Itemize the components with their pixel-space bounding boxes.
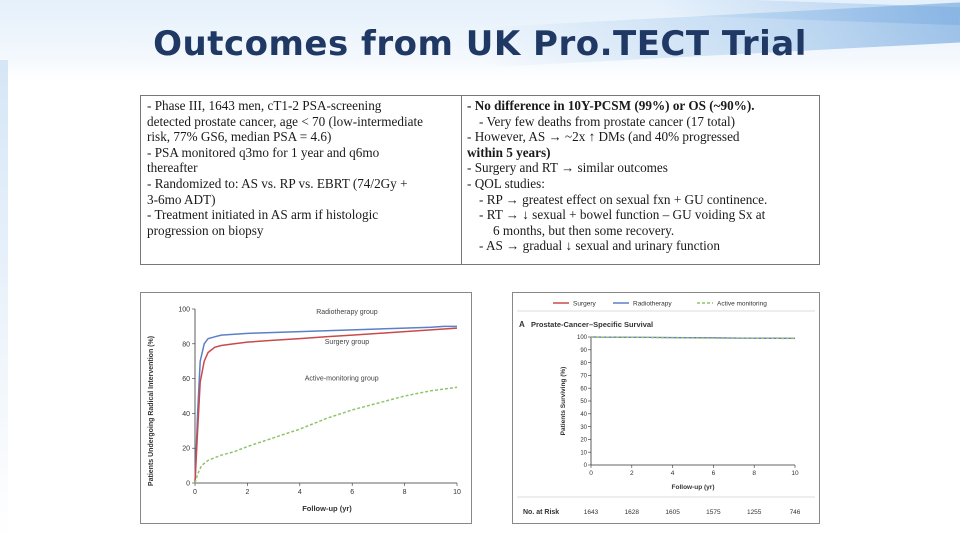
x-tick-label: 8 xyxy=(403,489,407,496)
y-tick-label: 20 xyxy=(182,446,190,453)
legend-label: Surgery xyxy=(573,301,597,308)
x-tick-label: 10 xyxy=(453,489,461,496)
summary-divider xyxy=(461,96,462,264)
y-tick-label: 40 xyxy=(182,411,190,418)
summary-line: - Phase III, 1643 men, cT1-2 PSA-screeni… xyxy=(147,98,382,113)
summary-line: - Surgery and RT → similar outcomes xyxy=(467,160,668,176)
y-tick-label: 80 xyxy=(182,341,190,348)
summary-line: - RP → greatest effect on sexual fxn + G… xyxy=(479,191,768,207)
x-tick-label: 2 xyxy=(245,489,249,496)
x-tick-label: 8 xyxy=(752,470,756,477)
at-risk-value: 1255 xyxy=(747,509,762,516)
panel-label: A xyxy=(519,320,525,329)
at-risk-value: 746 xyxy=(790,509,801,516)
summary-line: - No difference in 10Y-PCSM (99%) or OS … xyxy=(467,98,755,113)
summary-right-column: - No difference in 10Y-PCSM (99%) or OS … xyxy=(467,98,815,254)
y-tick-label: 60 xyxy=(182,376,190,383)
y-tick-label: 70 xyxy=(580,374,587,380)
x-tick-label: 6 xyxy=(350,489,354,496)
y-tick-label: 60 xyxy=(580,386,587,392)
at-risk-value: 1628 xyxy=(625,509,640,516)
summary-line: - PSA monitored q3mo for 1 year and q6mo xyxy=(147,144,380,160)
y-tick-label: 100 xyxy=(178,307,190,314)
y-tick-label: 10 xyxy=(580,450,587,456)
y-tick-label: 0 xyxy=(186,481,190,488)
x-tick-label: 0 xyxy=(193,489,197,496)
summary-line: thereafter xyxy=(147,160,198,176)
survival-chart: Surgery Radiotherapy Active monitoring A P… xyxy=(517,301,815,516)
slide-title: Outcomes from UK Pro.TECT Trial xyxy=(153,24,807,64)
at-risk-value: 1575 xyxy=(706,509,721,516)
summary-line: detected prostate cancer, age < 70 (low-… xyxy=(147,113,424,129)
legend-label: Radiotherapy xyxy=(633,301,672,308)
x-tick-label: 4 xyxy=(298,489,302,496)
left-edge-decoration xyxy=(0,60,8,540)
y-tick-label: 0 xyxy=(584,463,588,469)
series-label: Radiotherapy group xyxy=(316,309,378,316)
summary-line: 6 months, but then some recovery. xyxy=(493,222,675,238)
x-axis-label: Follow-up (yr) xyxy=(672,484,715,491)
summary-line: - Very few deaths from prostate cancer (… xyxy=(479,113,736,129)
intervention-chart: 0 20 40 60 80 100 0 2 4 6 8 10 Radiotherapy group Su… xyxy=(148,307,461,514)
x-tick-label: 2 xyxy=(630,470,634,477)
x-tick-label: 10 xyxy=(791,470,799,477)
y-axis-label: Patients Surviving (%) xyxy=(560,367,567,436)
y-tick-label: 90 xyxy=(580,348,587,354)
at-risk-label: No. at Risk xyxy=(523,509,559,516)
y-tick-label: 80 xyxy=(580,361,587,367)
at-risk-value: 1643 xyxy=(584,509,599,516)
y-tick-label: 100 xyxy=(577,335,588,341)
legend-label: Active monitoring xyxy=(717,301,767,308)
summary-line: - RT → ↓ sexual + bowel function – GU vo… xyxy=(479,207,766,223)
x-axis-label: Follow-up (yr) xyxy=(302,504,352,513)
summary-line: - Randomized to: AS vs. RP vs. EBRT (74/… xyxy=(147,175,408,191)
y-tick-label: 40 xyxy=(580,412,587,418)
series-line xyxy=(194,325,457,484)
x-tick-label: 4 xyxy=(671,470,675,477)
y-axis-label: Patients Undergoing Radical Intervention… xyxy=(148,336,155,486)
summary-line: within 5 years) xyxy=(467,144,551,160)
summary-line: - Treatment initiated in AS arm if histo… xyxy=(147,207,379,223)
chart-title: Prostate-Cancer–Specific Survival xyxy=(531,320,653,329)
y-tick-label: 20 xyxy=(580,438,587,444)
series-line xyxy=(194,386,458,484)
summary-line: progression on biopsy xyxy=(147,222,264,238)
y-tick-label: 30 xyxy=(580,425,587,431)
x-tick-label: 6 xyxy=(712,470,716,477)
y-tick-label: 50 xyxy=(580,399,587,405)
intervention-chart-box: 0 20 40 60 80 100 0 2 4 6 8 10 Radiotherapy group Su… xyxy=(140,292,472,524)
summary-line: - However, AS → ~2x ↑ DMs (and 40% progr… xyxy=(467,129,740,145)
summary-table: - Phase III, 1643 men, cT1-2 PSA-screeni… xyxy=(140,95,820,265)
survival-chart-box: Surgery Radiotherapy Active monitoring A P… xyxy=(512,292,820,524)
series-label: Active-monitoring group xyxy=(305,375,379,382)
summary-line: risk, 77% GS6, median PSA = 4.6) xyxy=(147,129,332,145)
summary-line: - QOL studies: xyxy=(467,175,545,191)
summary-left-column: - Phase III, 1643 men, cT1-2 PSA-screeni… xyxy=(147,98,457,238)
summary-line: 3-6mo ADT) xyxy=(147,191,216,207)
series-label: Surgery group xyxy=(325,339,369,346)
series-line xyxy=(590,336,796,340)
at-risk-value: 1605 xyxy=(665,509,680,516)
summary-line: - AS → gradual ↓ sexual and urinary func… xyxy=(479,238,720,254)
x-tick-label: 0 xyxy=(589,470,593,477)
series-line xyxy=(194,327,458,484)
